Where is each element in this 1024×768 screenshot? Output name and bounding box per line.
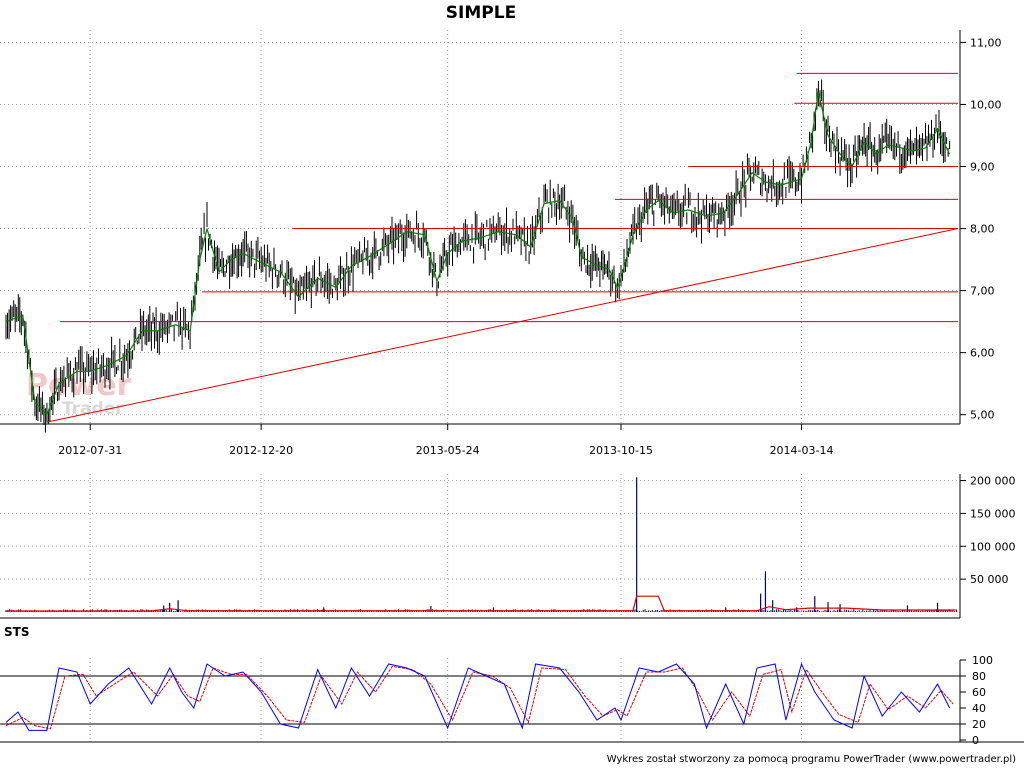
sts-y-tick-label: 80 [972, 670, 986, 683]
x-tick-label: 2013-05-24 [416, 444, 480, 457]
trend-line [46, 228, 959, 423]
footer-credit: Wykres został stworzony za pomocą progra… [607, 754, 1016, 765]
rising-trend-line [46, 228, 959, 423]
price-y-axis: 5,00 6,00 7,00 8,00 9,00 10,00 11,00 [960, 36, 1002, 422]
y-tick-label: 5,00 [970, 409, 995, 422]
x-tick-label: 2012-07-31 [58, 444, 122, 457]
price-series [5, 79, 951, 433]
volume-y-tick-label: 200 000 [970, 475, 1016, 488]
sts-series [5, 662, 954, 731]
support-resistance-lines [60, 72, 958, 323]
x-tick-label: 2013-10-15 [589, 444, 653, 457]
sts-y-tick-label: 40 [972, 702, 986, 715]
y-tick-label: 10,00 [970, 98, 1002, 111]
y-tick-label: 7,00 [970, 285, 995, 298]
y-tick-label: 6,00 [970, 347, 995, 360]
sts-y-tick-label: 0 [972, 734, 979, 747]
watermark-line2: Trader [62, 399, 124, 419]
sts-y-axis: 0 20 40 60 80 100 [960, 654, 993, 747]
volume-y-tick-label: 50 000 [970, 573, 1009, 586]
sts-d-line [5, 665, 954, 730]
y-tick-label: 9,00 [970, 161, 995, 174]
sts-y-tick-label: 100 [972, 654, 993, 667]
sts-k-line [5, 662, 951, 731]
watermark-line1: Power [26, 368, 132, 403]
x-tick-label: 2012-12-20 [229, 444, 293, 457]
volume-average-path [6, 595, 956, 612]
moving-average-series [5, 91, 951, 416]
y-tick-label: 11,00 [970, 36, 1002, 49]
volume-average-line [6, 595, 956, 612]
sts-panel-label: STS [4, 625, 29, 639]
volume-y-tick-label: 100 000 [970, 540, 1016, 553]
sts-grid [0, 658, 960, 740]
y-tick-label: 8,00 [970, 223, 995, 236]
chart-title: SIMPLE [446, 3, 516, 23]
sts-y-tick-label: 20 [972, 718, 986, 731]
price-grid [0, 30, 960, 424]
volume-y-tick-label: 150 000 [970, 507, 1016, 520]
sts-y-tick-label: 60 [972, 686, 986, 699]
volume-grid [0, 474, 960, 618]
volume-bars [5, 477, 957, 612]
volume-y-axis: 50 000 100 000 150 000 200 000 [960, 475, 1016, 586]
moving-average-line [5, 91, 951, 416]
panel-frames [0, 30, 1024, 743]
powertrader-watermark: Power Trader [26, 368, 132, 419]
x-tick-label: 2014-03-14 [770, 444, 834, 457]
price-x-axis: 2012-07-31 2012-12-20 2013-05-24 2013-10-15… [58, 424, 834, 457]
